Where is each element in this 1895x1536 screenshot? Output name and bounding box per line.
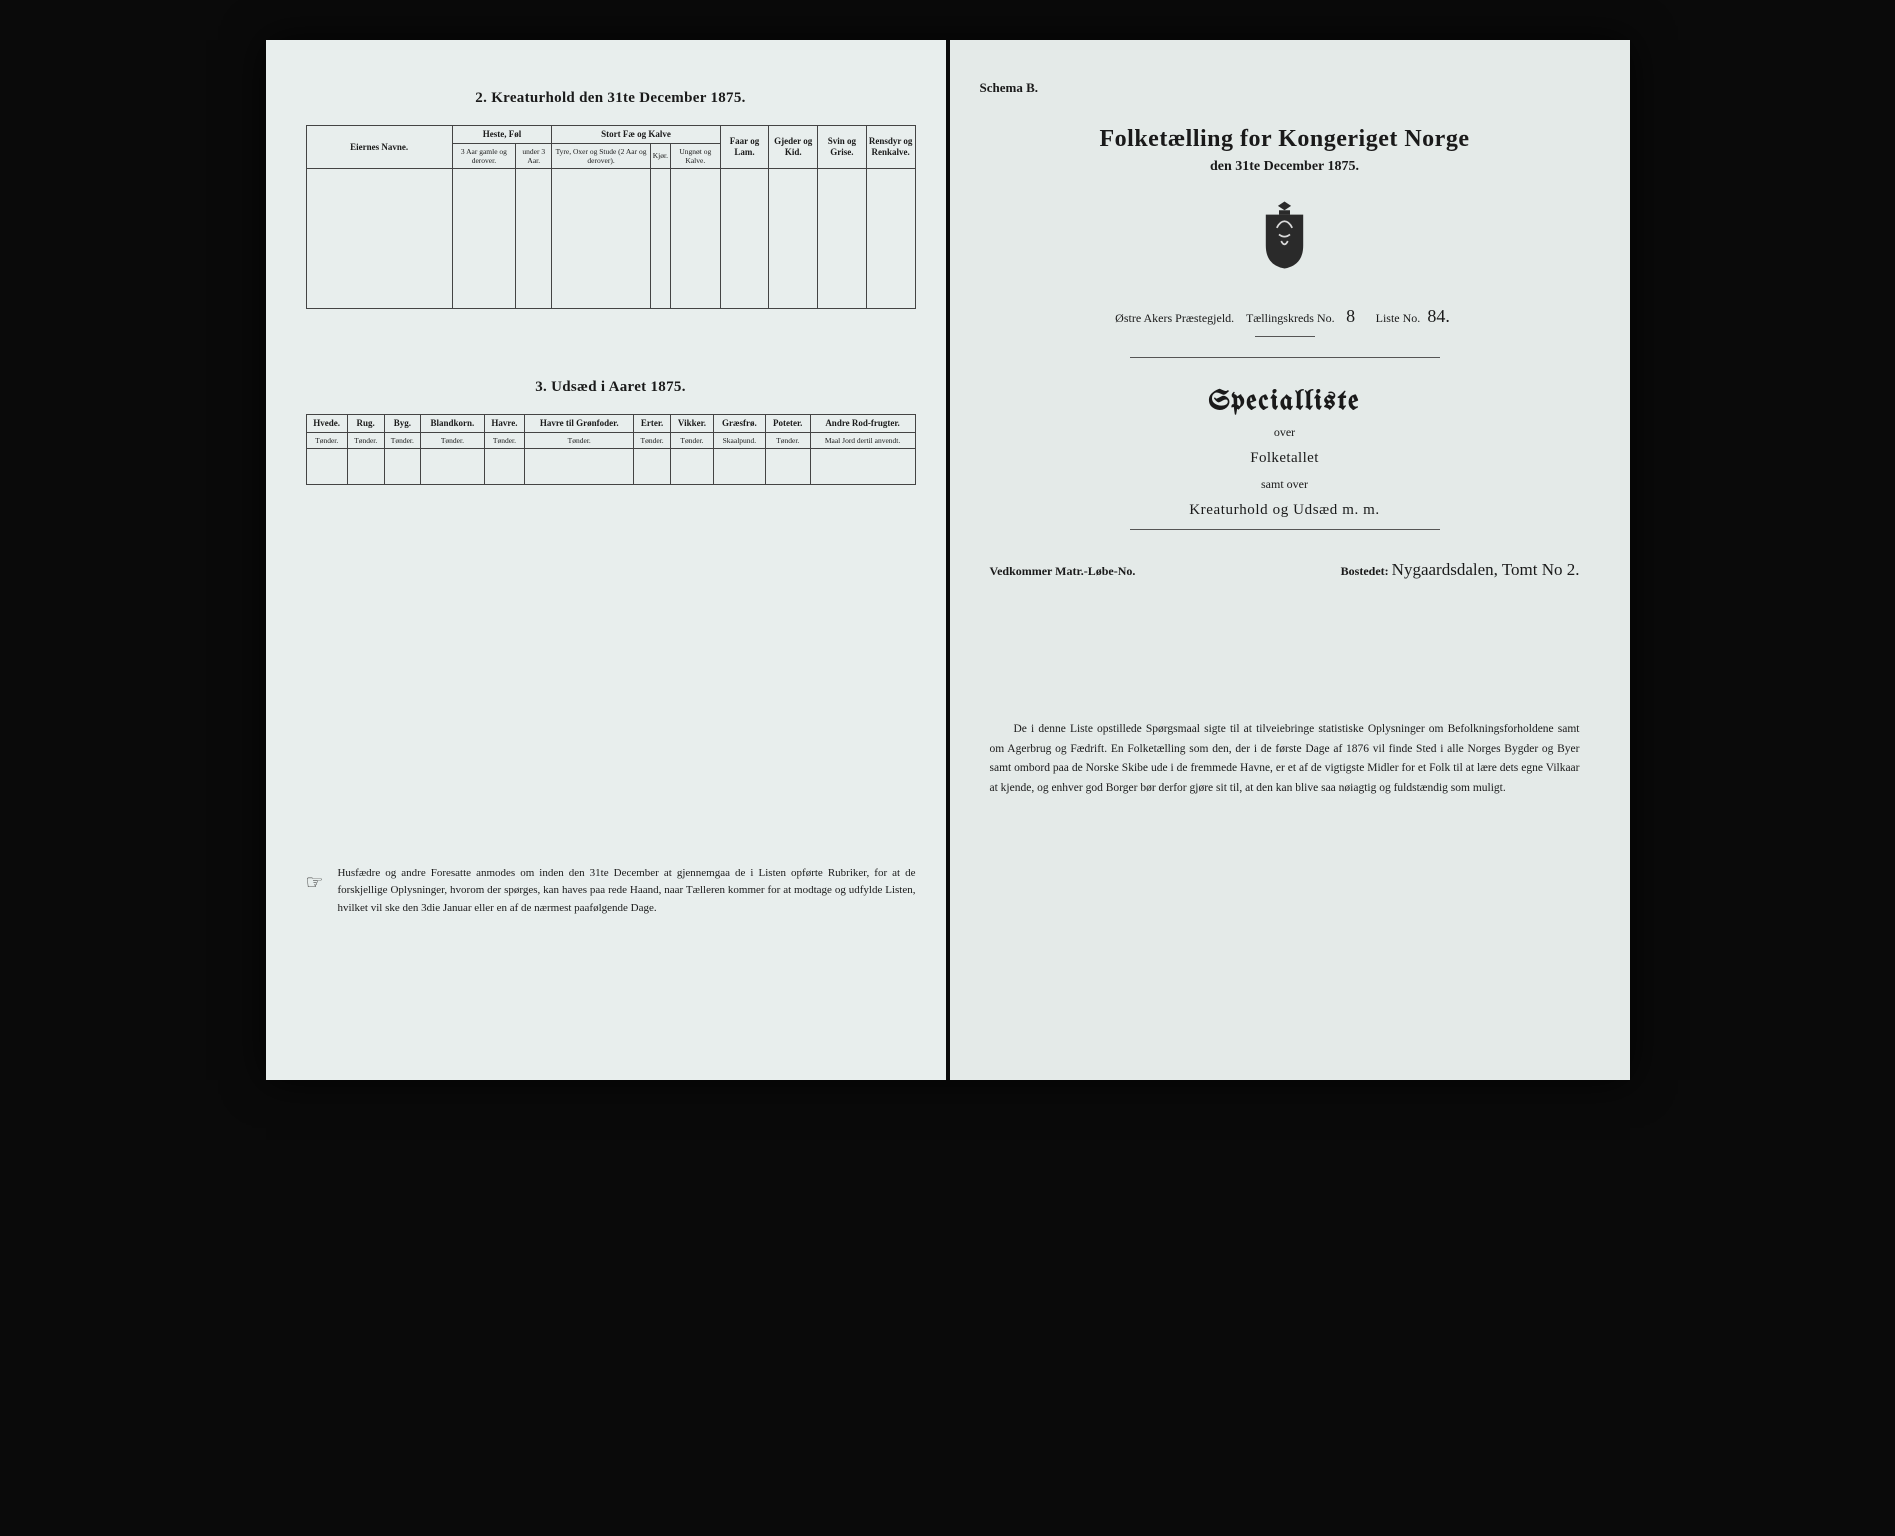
parish-label: Østre Akers Præstegjeld.	[1115, 311, 1234, 325]
kreatur-label: Kreaturhold og Udsæd m. m.	[980, 502, 1590, 519]
section3-title: 3. Udsæd i Aaret 1875.	[306, 379, 916, 396]
seed-col-label: Havre til Grønfoder.	[525, 414, 634, 432]
livestock-table: Eiernes Navne. Heste, Føl Stort Fæ og Ka…	[306, 125, 916, 309]
specialliste-heading: Specialliste	[980, 388, 1590, 417]
seed-col-label: Erter.	[634, 414, 671, 432]
seed-col-label: Blandkorn.	[421, 414, 485, 432]
seed-cell	[634, 448, 671, 484]
seed-col-unit: Tønder.	[384, 432, 421, 448]
seed-cell	[810, 448, 915, 484]
schema-label: Schema B.	[980, 80, 1590, 96]
seed-col-unit: Tønder.	[765, 432, 810, 448]
seed-col-label: Andre Rod-frugter.	[810, 414, 915, 432]
seed-cell	[714, 448, 766, 484]
bosted-label: Bostedet:	[1341, 564, 1389, 578]
seed-col-label: Havre.	[484, 414, 524, 432]
list-value: 84.	[1423, 306, 1454, 328]
folketallet-label: Folketallet	[980, 450, 1590, 467]
col-cattle-b: Kjør.	[650, 143, 670, 168]
samt-label: samt over	[980, 477, 1590, 492]
seed-col-unit: Tønder.	[306, 432, 347, 448]
seed-col-unit: Maal Jord dertil anvendt.	[810, 432, 915, 448]
bosted-value: Nygaardsdalen, Tomt No 2.	[1392, 560, 1580, 579]
seed-col-unit: Skaalpund.	[714, 432, 766, 448]
col-horses-b: under 3 Aar.	[516, 143, 552, 168]
pointing-hand-icon: ☞	[306, 865, 324, 918]
seed-cell	[421, 448, 485, 484]
seed-col-unit: Tønder.	[347, 432, 384, 448]
seed-col-unit: Tønder.	[421, 432, 485, 448]
list-label: Liste No.	[1376, 311, 1421, 325]
district-line: Østre Akers Præstegjeld. Tællingskreds N…	[980, 306, 1590, 328]
col-cattle: Stort Fæ og Kalve	[552, 126, 720, 144]
seed-table: Hvede.Rug.Byg.Blandkorn.Havre.Havre til …	[306, 414, 916, 485]
seed-col-label: Vikker.	[670, 414, 713, 432]
seed-col-unit: Tønder.	[525, 432, 634, 448]
seed-cell	[765, 448, 810, 484]
seed-col-unit: Tønder.	[670, 432, 713, 448]
seed-cell	[484, 448, 524, 484]
intro-paragraph: De i denne Liste opstillede Spørgsmaal s…	[990, 720, 1580, 798]
table-row	[306, 448, 915, 484]
seed-cell	[384, 448, 421, 484]
seed-cell	[525, 448, 634, 484]
coat-of-arms-icon	[980, 199, 1590, 276]
district-value: 8	[1338, 306, 1364, 328]
col-sheep: Faar og Lam.	[720, 126, 769, 169]
footnote: ☞ Husfædre og andre Foresatte anmodes om…	[306, 865, 916, 918]
seed-cell	[670, 448, 713, 484]
census-date: den 31te December 1875.	[980, 159, 1590, 175]
seed-col-label: Hvede.	[306, 414, 347, 432]
book-spread: 2. Kreaturhold den 31te December 1875. E…	[266, 40, 1630, 1080]
section2-title: 2. Kreaturhold den 31te December 1875.	[306, 90, 916, 107]
col-owner-name: Eiernes Navne.	[306, 126, 452, 169]
col-horses-a: 3 Aar gamle og derover.	[452, 143, 516, 168]
seed-col-unit: Tønder.	[484, 432, 524, 448]
col-cattle-a: Tyre, Oxer og Stude (2 Aar og derover).	[552, 143, 650, 168]
district-label: Tællingskreds No.	[1246, 311, 1335, 325]
seed-col-label: Byg.	[384, 414, 421, 432]
matr-label: Vedkommer Matr.-Løbe-No.	[990, 564, 1136, 578]
col-pigs: Svin og Grise.	[818, 126, 867, 169]
col-goats: Gjeder og Kid.	[769, 126, 818, 169]
seed-col-label: Rug.	[347, 414, 384, 432]
col-cattle-c: Ungnøt og Kalve.	[670, 143, 720, 168]
seed-cell	[347, 448, 384, 484]
seed-col-label: Poteter.	[765, 414, 810, 432]
left-page: 2. Kreaturhold den 31te December 1875. E…	[266, 40, 946, 1080]
seed-col-unit: Tønder.	[634, 432, 671, 448]
table-row	[306, 168, 915, 308]
col-reindeer: Rensdyr og Renkalve.	[866, 126, 915, 169]
over-label: over	[980, 425, 1590, 440]
seed-col-label: Græsfrø.	[714, 414, 766, 432]
right-page: Schema B. Folketælling for Kongeriget No…	[950, 40, 1630, 1080]
footnote-text: Husfædre og andre Foresatte anmodes om i…	[337, 865, 915, 918]
census-title: Folketælling for Kongeriget Norge	[980, 126, 1590, 153]
seed-cell	[306, 448, 347, 484]
col-horses: Heste, Føl	[452, 126, 552, 144]
